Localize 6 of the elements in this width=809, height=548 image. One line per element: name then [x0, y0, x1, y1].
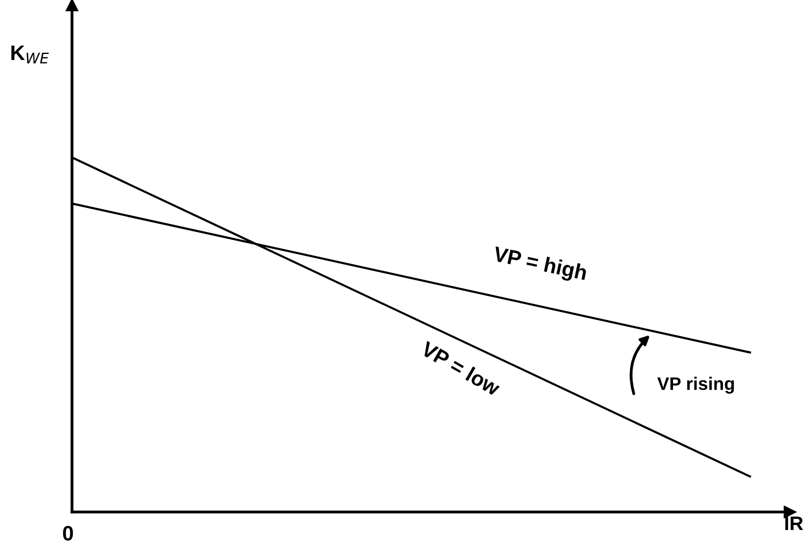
y-axis-title: K$_{WE}$ [11, 46, 49, 64]
text: 0 [63, 526, 73, 541]
x-axis-title: IR [785, 516, 804, 530]
annotation: VP rising [657, 376, 734, 394]
annotation: VP = high [492, 246, 588, 284]
annotation: VP = low [420, 340, 502, 396]
